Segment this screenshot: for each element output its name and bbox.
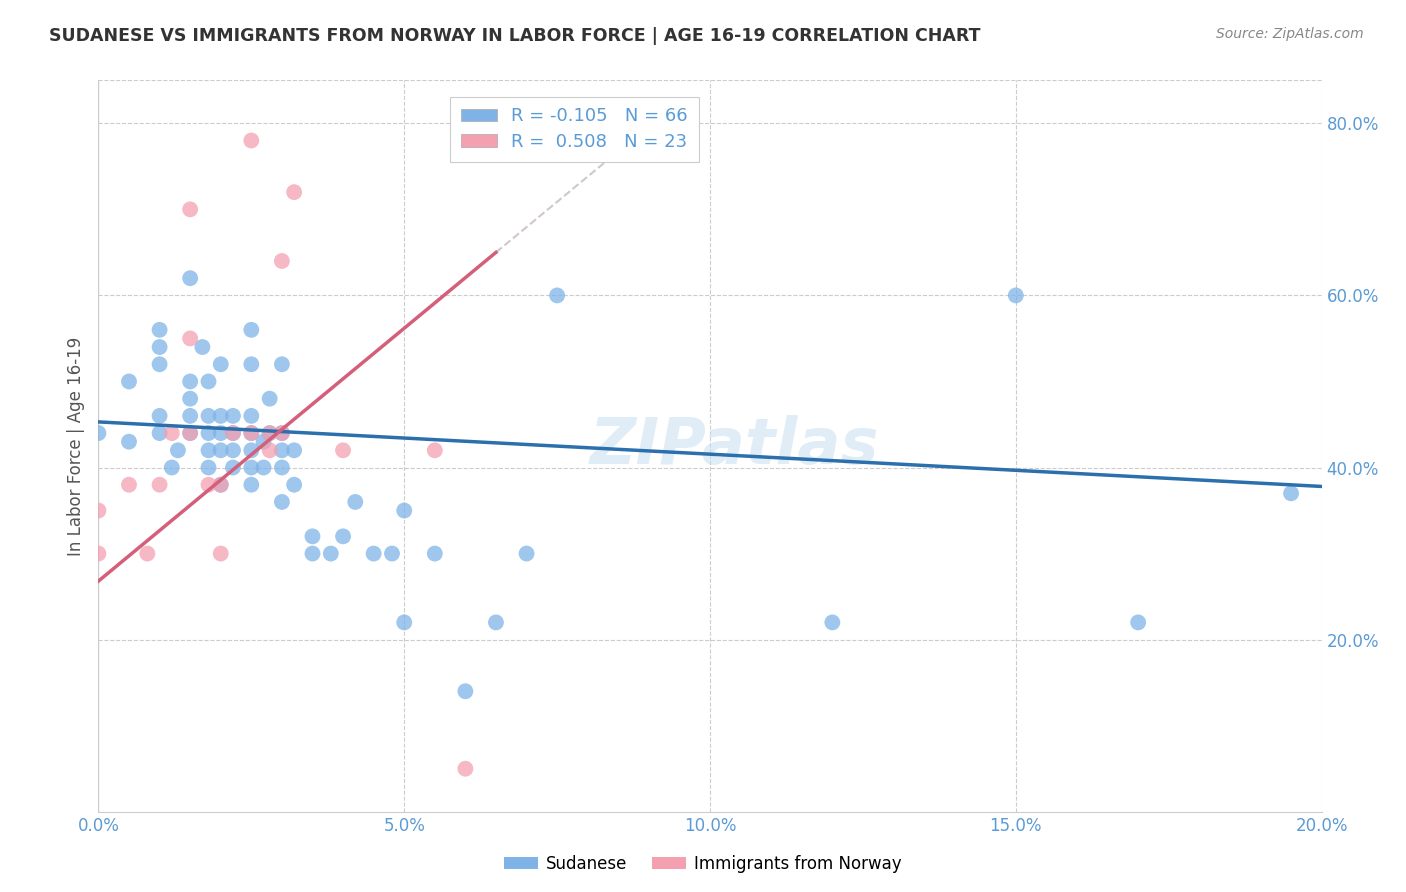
- Point: [332, 443, 354, 458]
- Point: [240, 323, 263, 337]
- Point: [283, 185, 305, 199]
- Point: [160, 460, 183, 475]
- Point: [283, 477, 305, 491]
- Point: [259, 426, 281, 441]
- Point: [270, 495, 292, 509]
- Point: [381, 547, 404, 561]
- Point: [423, 547, 446, 561]
- Point: [136, 547, 159, 561]
- Point: [319, 547, 342, 561]
- Point: [197, 426, 219, 441]
- Point: [222, 460, 245, 475]
- Point: [454, 762, 477, 776]
- Point: [240, 477, 263, 491]
- Point: [270, 357, 292, 371]
- Point: [546, 288, 568, 302]
- Point: [191, 340, 214, 354]
- Point: [118, 477, 141, 491]
- Point: [222, 426, 245, 441]
- Point: [240, 443, 263, 458]
- Point: [283, 443, 305, 458]
- Point: [301, 547, 323, 561]
- Point: [118, 375, 141, 389]
- Point: [209, 477, 232, 491]
- Point: [149, 357, 172, 371]
- Point: [209, 547, 232, 561]
- Point: [485, 615, 508, 630]
- Point: [209, 443, 232, 458]
- Point: [259, 392, 281, 406]
- Point: [149, 340, 172, 354]
- Point: [222, 426, 245, 441]
- Point: [179, 426, 201, 441]
- Point: [1128, 615, 1150, 630]
- Point: [209, 477, 232, 491]
- Point: [252, 434, 274, 449]
- Point: [392, 503, 416, 517]
- Point: [179, 392, 201, 406]
- Y-axis label: In Labor Force | Age 16-19: In Labor Force | Age 16-19: [66, 336, 84, 556]
- Point: [179, 409, 201, 423]
- Point: [197, 375, 219, 389]
- Point: [423, 443, 446, 458]
- Point: [270, 254, 292, 268]
- Point: [197, 477, 219, 491]
- Point: [149, 477, 172, 491]
- Point: [87, 426, 110, 441]
- Point: [197, 460, 219, 475]
- Point: [222, 443, 245, 458]
- Point: [149, 426, 172, 441]
- Point: [821, 615, 844, 630]
- Point: [259, 443, 281, 458]
- Point: [87, 503, 110, 517]
- Point: [344, 495, 367, 509]
- Point: [252, 460, 274, 475]
- Text: Source: ZipAtlas.com: Source: ZipAtlas.com: [1216, 27, 1364, 41]
- Point: [240, 426, 263, 441]
- Point: [197, 443, 219, 458]
- Point: [1279, 486, 1302, 500]
- Point: [149, 409, 172, 423]
- Point: [240, 357, 263, 371]
- Text: SUDANESE VS IMMIGRANTS FROM NORWAY IN LABOR FORCE | AGE 16-19 CORRELATION CHART: SUDANESE VS IMMIGRANTS FROM NORWAY IN LA…: [49, 27, 981, 45]
- Point: [270, 460, 292, 475]
- Point: [270, 426, 292, 441]
- Point: [1004, 288, 1026, 302]
- Point: [179, 331, 201, 345]
- Point: [516, 547, 538, 561]
- Point: [197, 409, 219, 423]
- Point: [209, 409, 232, 423]
- Point: [179, 375, 201, 389]
- Point: [160, 426, 183, 441]
- Point: [392, 615, 416, 630]
- Point: [209, 357, 232, 371]
- Point: [87, 547, 110, 561]
- Point: [222, 409, 245, 423]
- Point: [167, 443, 190, 458]
- Point: [270, 426, 292, 441]
- Point: [240, 134, 263, 148]
- Point: [270, 443, 292, 458]
- Point: [179, 202, 201, 217]
- Point: [118, 434, 141, 449]
- Point: [240, 460, 263, 475]
- Point: [179, 271, 201, 285]
- Point: [240, 426, 263, 441]
- Point: [149, 323, 172, 337]
- Point: [179, 426, 201, 441]
- Legend: R = -0.105   N = 66, R =  0.508   N = 23: R = -0.105 N = 66, R = 0.508 N = 23: [450, 96, 699, 161]
- Point: [259, 426, 281, 441]
- Point: [209, 426, 232, 441]
- Legend: Sudanese, Immigrants from Norway: Sudanese, Immigrants from Norway: [498, 848, 908, 880]
- Point: [332, 529, 354, 543]
- Point: [363, 547, 385, 561]
- Point: [240, 409, 263, 423]
- Point: [454, 684, 477, 698]
- Point: [301, 529, 323, 543]
- Text: ZIPatlas: ZIPatlas: [589, 415, 879, 477]
